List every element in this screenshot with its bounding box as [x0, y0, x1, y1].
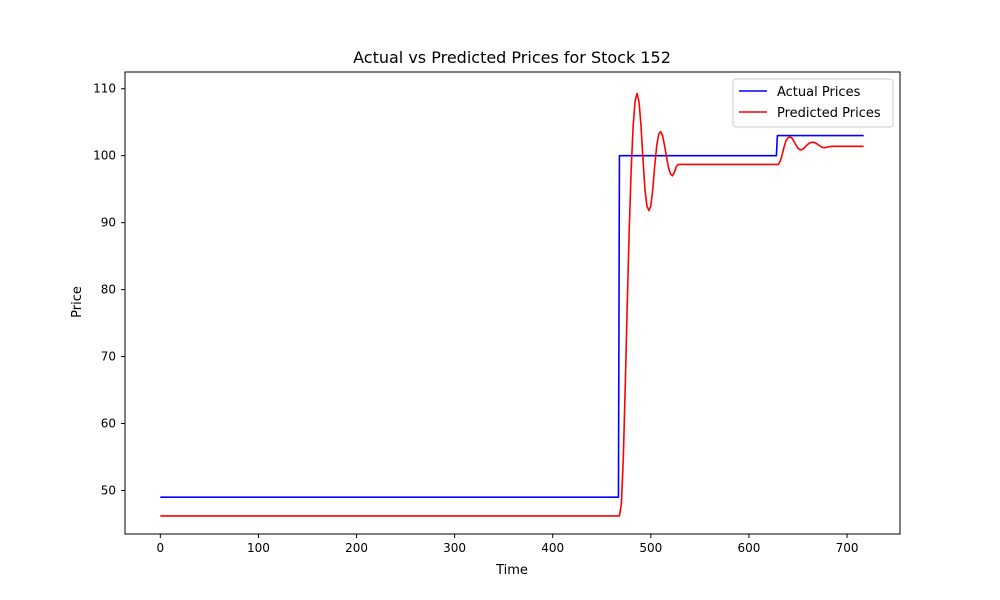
x-tick-label: 300 [443, 541, 466, 555]
y-tick-label: 80 [101, 283, 116, 297]
x-tick-label: 500 [639, 541, 662, 555]
legend-label: Predicted Prices [777, 106, 881, 121]
y-tick-label: 50 [101, 483, 116, 497]
plot-frame [124, 71, 901, 535]
y-tick-label: 60 [101, 417, 116, 431]
chart-title: Actual vs Predicted Prices for Stock 152 [353, 48, 671, 67]
series-line-predicted-prices [160, 92, 864, 517]
y-tick-label: 100 [93, 149, 116, 163]
y-tick-label: 70 [101, 350, 116, 364]
y-tick-label: 90 [101, 216, 116, 230]
legend-label: Actual Prices [777, 85, 861, 100]
y-axis-label: Price [70, 286, 85, 318]
legend: Actual Prices Predicted Prices [732, 78, 894, 128]
x-tick-label: 100 [247, 541, 270, 555]
x-axis: 0 100 200 300 400 500 600 700 [156, 534, 858, 555]
x-tick-label: 200 [345, 541, 368, 555]
series-line-actual-prices [160, 134, 864, 498]
x-tick-label: 700 [836, 541, 859, 555]
x-tick-label: 600 [737, 541, 760, 555]
plot-area [124, 71, 901, 535]
x-tick-label: 400 [541, 541, 564, 555]
y-axis: 50 60 70 80 90 100 110 [93, 82, 125, 497]
x-axis-label: Time [495, 563, 528, 578]
y-tick-label: 110 [93, 82, 116, 96]
series-lines [160, 92, 864, 517]
legend-box [732, 78, 894, 128]
x-tick-label: 0 [156, 541, 164, 555]
